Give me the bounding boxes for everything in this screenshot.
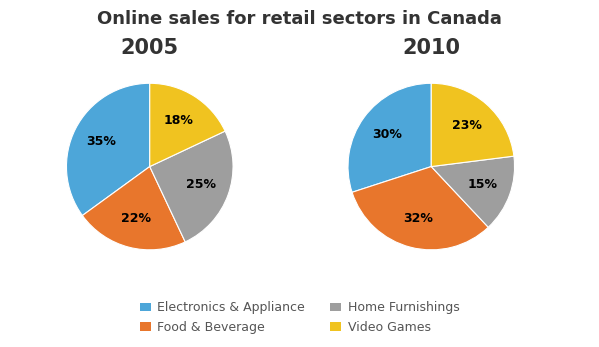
Title: 2010: 2010 xyxy=(403,38,460,58)
Text: 18%: 18% xyxy=(164,115,193,127)
Text: 35%: 35% xyxy=(87,135,116,149)
Text: 32%: 32% xyxy=(403,212,432,226)
Text: 25%: 25% xyxy=(186,178,216,192)
Text: 15%: 15% xyxy=(467,178,497,192)
Wedge shape xyxy=(66,83,150,215)
Wedge shape xyxy=(150,131,233,242)
Text: 22%: 22% xyxy=(121,212,152,226)
Title: 2005: 2005 xyxy=(120,38,179,58)
Wedge shape xyxy=(150,83,225,167)
Wedge shape xyxy=(431,83,514,167)
Wedge shape xyxy=(352,167,488,250)
Text: 30%: 30% xyxy=(373,128,403,141)
Text: Online sales for retail sectors in Canada: Online sales for retail sectors in Canad… xyxy=(97,10,502,28)
Wedge shape xyxy=(83,167,185,250)
Wedge shape xyxy=(431,156,515,227)
Text: 23%: 23% xyxy=(452,119,482,133)
Legend: Electronics & Appliance, Food & Beverage, Home Furnishings, Video Games: Electronics & Appliance, Food & Beverage… xyxy=(136,297,463,337)
Wedge shape xyxy=(348,83,431,192)
